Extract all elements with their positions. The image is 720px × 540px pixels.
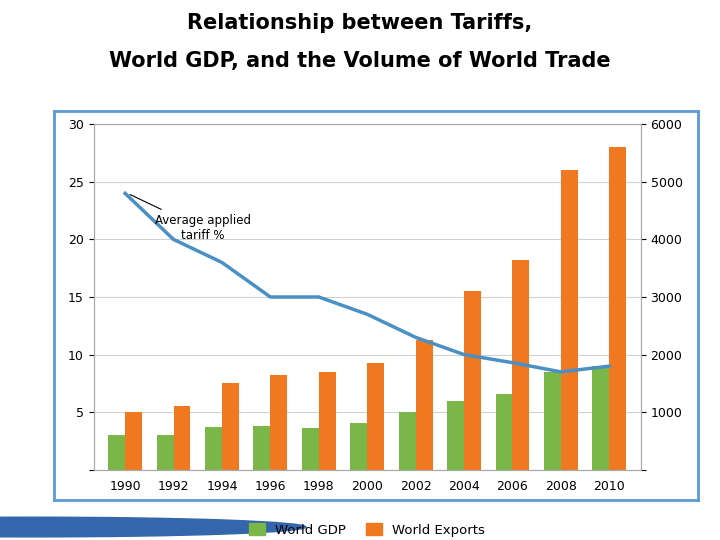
Bar <box>561 170 578 470</box>
Bar <box>253 426 270 470</box>
Bar <box>447 401 464 470</box>
Bar <box>270 375 287 470</box>
Text: Average applied
tariff %: Average applied tariff % <box>155 214 251 242</box>
Bar <box>415 340 433 470</box>
Bar <box>367 363 384 470</box>
Bar <box>125 412 142 470</box>
Bar <box>350 423 367 470</box>
Bar <box>174 407 191 470</box>
Bar <box>399 412 415 470</box>
Bar <box>495 394 513 470</box>
Bar <box>593 366 609 470</box>
Bar <box>319 372 336 470</box>
Bar <box>609 147 626 470</box>
Bar <box>302 428 319 470</box>
Circle shape <box>0 517 306 537</box>
Bar <box>222 383 239 470</box>
Bar <box>513 260 529 470</box>
Bar <box>464 291 481 470</box>
Bar <box>205 427 222 470</box>
Text: Relationship between Tariffs,: Relationship between Tariffs, <box>187 12 533 33</box>
Legend: World GDP, World Exports: World GDP, World Exports <box>244 518 490 540</box>
Bar <box>156 435 174 470</box>
Bar <box>108 435 125 470</box>
Bar <box>544 372 561 470</box>
Text: World GDP, and the Volume of World Trade: World GDP, and the Volume of World Trade <box>109 51 611 71</box>
